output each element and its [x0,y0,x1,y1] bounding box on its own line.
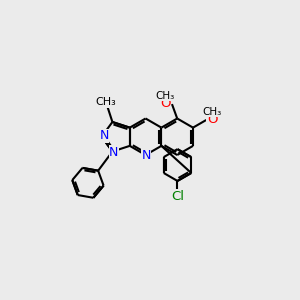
Text: O: O [160,97,171,110]
Text: N: N [142,148,151,161]
Text: N: N [109,146,119,159]
Text: O: O [207,113,217,126]
Text: CH₃: CH₃ [96,97,117,107]
Text: CH₃: CH₃ [202,107,222,117]
Text: Cl: Cl [171,190,184,203]
Text: CH₃: CH₃ [156,91,175,101]
Text: N: N [99,129,109,142]
